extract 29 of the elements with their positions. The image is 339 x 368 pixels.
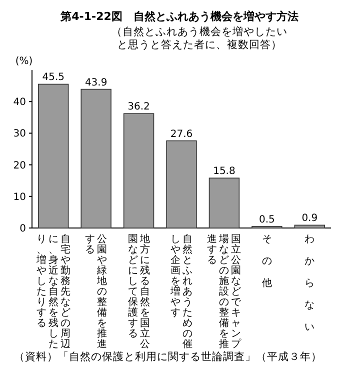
data-label: 43.9 bbox=[84, 77, 108, 88]
y-tick-label: 40 bbox=[13, 97, 26, 108]
x-tick-label: 国立公園などでキャンプ場などの施設の整備を推進する bbox=[207, 233, 242, 350]
data-label: 27.6 bbox=[170, 128, 193, 140]
y-tick-label: 10 bbox=[13, 192, 26, 203]
bar bbox=[294, 224, 325, 228]
x-tick-label: 自然とふれあうための催しや企画を増やす bbox=[170, 233, 193, 350]
x-tick-label: 自宅や勤務先などの周辺に、身近な自然を残したり、増やしたりする bbox=[35, 233, 71, 350]
text: （資料）「自然の保護と利用に関する世論調査」（平成３年） bbox=[14, 350, 322, 363]
y-tick-label: 0 bbox=[20, 224, 26, 234]
x-tick-label: わからない bbox=[304, 234, 327, 333]
y-tick-label: 30 bbox=[13, 128, 26, 140]
data-label: 0.5 bbox=[258, 214, 275, 226]
bar bbox=[123, 113, 154, 228]
x-tick-label: その他 bbox=[262, 234, 284, 289]
data-label: 15.8 bbox=[213, 166, 236, 178]
chart-subtitle: （自然とふれあう機会を増やしたいと思うと答えた者に、複数回答） bbox=[112, 25, 288, 51]
data-label: 36.2 bbox=[128, 102, 150, 113]
x-tick-label: 地方に残る自然を国立公園などにして保護する bbox=[128, 233, 150, 350]
y-axis-title: (%) bbox=[15, 56, 33, 67]
x-tick-label: 公園や緑地の整備を推進する bbox=[85, 233, 108, 350]
bar bbox=[166, 140, 197, 228]
chart-title: 第4-1-22図 自然とふれあう機会を増やす方法 bbox=[60, 10, 298, 23]
data-label: 45.5 bbox=[42, 72, 64, 84]
data-label: 0.9 bbox=[302, 213, 318, 224]
bar bbox=[208, 178, 240, 228]
bar bbox=[38, 84, 69, 228]
y-tick-label: 20 bbox=[13, 160, 26, 172]
bar bbox=[80, 88, 112, 228]
